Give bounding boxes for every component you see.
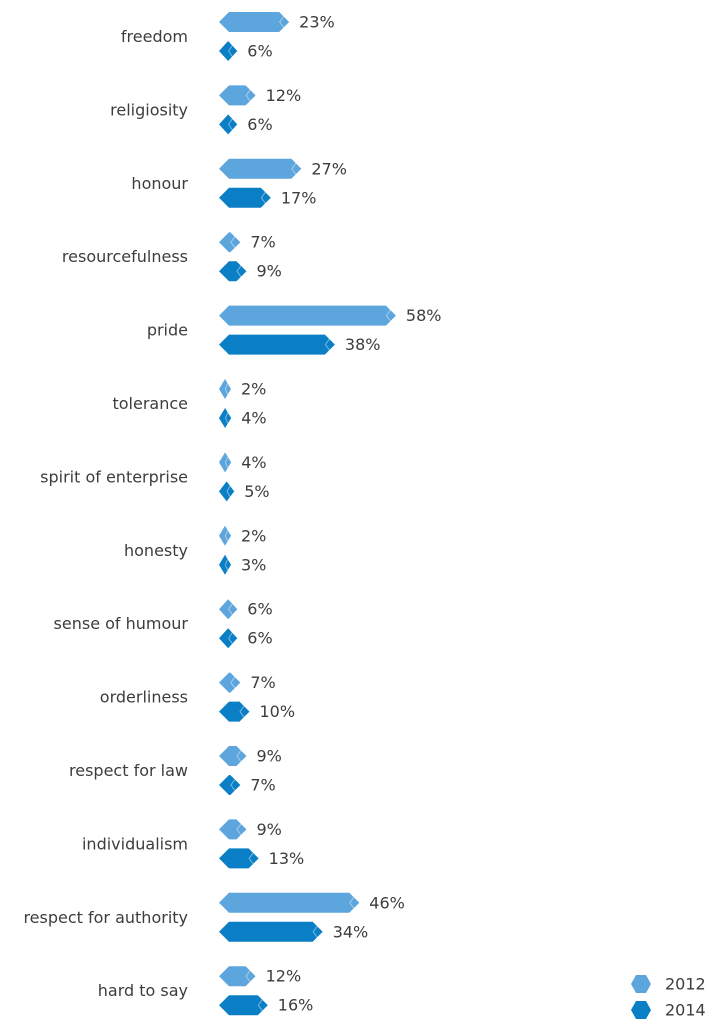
category-label: spirit of enterprise <box>40 467 188 486</box>
data-label: 6% <box>247 42 272 61</box>
category-label: resourcefulness <box>62 247 188 266</box>
bar-2014 <box>219 408 232 428</box>
legend-label: 2014 <box>665 1001 706 1020</box>
data-label: 7% <box>250 776 275 795</box>
category-label: tolerance <box>112 394 188 413</box>
bar-2012 <box>219 966 256 987</box>
data-label: 9% <box>256 820 281 839</box>
bar-2014 <box>219 41 238 61</box>
data-label: 9% <box>256 262 281 281</box>
category-label: respect for law <box>69 761 188 780</box>
category-label: respect for authority <box>23 908 188 927</box>
category-labels: freedom religiosity honour resourcefulness p… <box>23 27 188 1000</box>
bar-2012 <box>219 12 290 32</box>
bar-2012 <box>219 452 232 473</box>
legend-label: 2012 <box>665 975 706 994</box>
bar-2014 <box>219 848 259 869</box>
bar-2014 <box>219 261 247 282</box>
bar-2014 <box>219 628 238 649</box>
data-label: 3% <box>241 555 266 574</box>
data-label: 10% <box>260 702 296 721</box>
data-label: 46% <box>369 893 405 912</box>
category-label: individualism <box>82 834 188 853</box>
data-label: 17% <box>281 188 317 207</box>
data-label: 27% <box>311 159 347 178</box>
category-label: honesty <box>124 541 188 560</box>
data-label: 7% <box>250 233 275 252</box>
bar-2012 <box>219 599 238 620</box>
data-label: 2% <box>241 380 266 399</box>
bar-2014 <box>219 481 235 502</box>
data-label: 9% <box>256 747 281 766</box>
bar-2012 <box>219 305 396 326</box>
data-label: 2% <box>241 526 266 545</box>
data-label: 6% <box>247 115 272 134</box>
bar-2014 <box>219 334 335 355</box>
legend-item-2014: 2014 <box>631 1001 706 1020</box>
data-label: 6% <box>247 600 272 619</box>
bar-2014 <box>219 701 250 722</box>
data-label: 23% <box>299 13 335 32</box>
data-label: 4% <box>241 409 266 428</box>
bar-2012 <box>219 85 256 106</box>
bar-2014 <box>219 187 271 208</box>
bar-2012 <box>219 379 231 399</box>
data-label: 5% <box>244 482 269 501</box>
bar-2012 <box>219 819 247 840</box>
data-label: 4% <box>241 453 266 472</box>
legend-swatch-icon <box>631 975 651 993</box>
legend: 2012 2014 <box>631 975 706 1020</box>
bar-2014 <box>219 554 231 575</box>
category-label: freedom <box>121 27 188 46</box>
bar-2012 <box>219 892 360 913</box>
bar-2014 <box>219 775 241 795</box>
category-label: honour <box>131 174 188 193</box>
category-label: hard to say <box>98 981 188 1000</box>
data-label: 12% <box>266 967 302 986</box>
category-label: pride <box>147 321 188 340</box>
bar-2012 <box>219 672 241 693</box>
category-label: orderliness <box>100 688 188 707</box>
data-label: 58% <box>406 306 442 325</box>
bar-2014 <box>219 114 238 135</box>
data-label: 7% <box>250 673 275 692</box>
data-label: 13% <box>269 849 305 868</box>
bar-2014 <box>219 995 268 1016</box>
bars <box>219 12 396 1016</box>
data-label: 34% <box>333 922 369 941</box>
legend-swatch-icon <box>631 1001 651 1019</box>
bar-2012 <box>219 158 302 179</box>
bar-2012 <box>219 746 247 766</box>
category-label: sense of humour <box>54 614 189 633</box>
bar-2014 <box>219 921 323 942</box>
category-label: religiosity <box>110 100 188 119</box>
value-labels: 23% 6% 12% 6% 27% 17% 7% 9% 58% 38% 2% 4% 4% 5% 2% 3% 6%… <box>241 13 441 1015</box>
data-label: 38% <box>345 335 381 354</box>
legend-item-2012: 2012 <box>631 975 706 994</box>
bar-2012 <box>219 232 241 253</box>
bar-2012 <box>219 525 231 546</box>
data-label: 12% <box>266 86 302 105</box>
data-label: 6% <box>247 629 272 648</box>
data-label: 16% <box>278 996 314 1015</box>
